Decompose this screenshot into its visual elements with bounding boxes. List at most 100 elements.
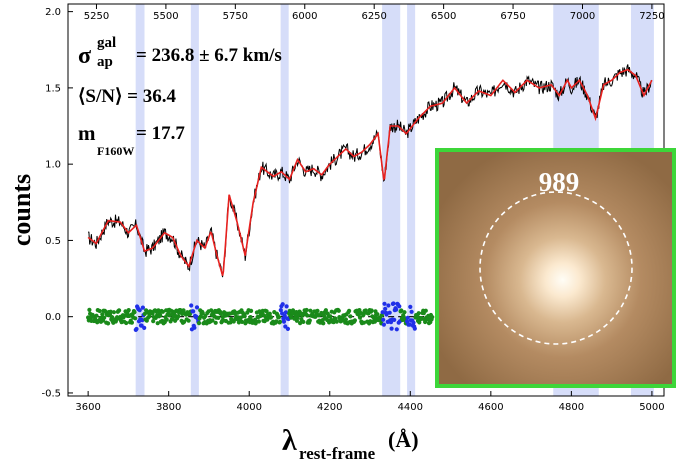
masked-residual-point — [380, 310, 385, 315]
x-tick-label: 4000 — [236, 402, 261, 413]
masked-residual-point — [389, 326, 394, 331]
residual-point — [150, 311, 155, 316]
residual-point — [249, 308, 254, 313]
residual-point — [242, 314, 247, 319]
residual-point — [117, 308, 122, 313]
top-tick-label: 6000 — [292, 11, 317, 22]
residual-point — [155, 321, 160, 326]
masked-residual-point — [285, 326, 290, 331]
top-tick-label: 6750 — [500, 11, 525, 22]
residual-point — [334, 319, 339, 324]
x-tick-label: 4600 — [478, 402, 503, 413]
residual-point — [213, 320, 218, 325]
residual-point — [265, 317, 270, 322]
residual-point — [274, 319, 279, 324]
inset-border — [435, 148, 676, 388]
residual-point — [87, 307, 92, 312]
top-tick-label: 5250 — [84, 11, 109, 22]
residual-point — [200, 311, 205, 316]
aperture-circle — [479, 191, 633, 345]
x-tick-label: 4400 — [398, 402, 423, 413]
residual-point — [94, 313, 99, 318]
residual-point — [289, 315, 294, 320]
masked-residual-point — [142, 325, 147, 330]
masked-residual-point — [405, 315, 410, 320]
residual-point — [361, 320, 366, 325]
magnitude-symbol: m — [78, 121, 96, 145]
residual-point — [102, 315, 107, 320]
galaxy-id-label: 989 — [539, 167, 580, 197]
residual-point — [357, 315, 363, 320]
x-axis-subscript: rest-frame — [299, 444, 376, 463]
masked-residual-point — [407, 322, 412, 327]
residual-point — [308, 308, 313, 313]
x-tick-label: 5000 — [639, 402, 664, 413]
masked-residual-point — [192, 325, 197, 330]
residual-point — [133, 316, 138, 321]
residual-point — [97, 308, 102, 314]
masked-residual-point — [280, 302, 285, 307]
residual-point — [375, 312, 380, 317]
sigma-value: = 236.8 ± 6.7 km/s — [136, 45, 282, 66]
x-axis-symbol: λ — [282, 424, 297, 457]
residual-point — [156, 308, 161, 313]
masked-residual-point — [408, 304, 413, 309]
residual-point — [269, 315, 274, 320]
masked-band — [280, 4, 289, 396]
masked-residual-point — [137, 308, 142, 313]
residual-point — [369, 308, 374, 313]
masked-residual-point — [140, 318, 145, 323]
x-tick-label: 3600 — [75, 402, 100, 413]
signal-to-noise-annotation: ⟨S/N⟩ = 36.4 — [78, 86, 176, 107]
residual-point — [402, 310, 407, 315]
top-tick-label: 7250 — [639, 11, 664, 22]
galaxy-image-inset: 989 — [435, 148, 676, 388]
residual-point — [126, 308, 131, 313]
masked-residual-point — [394, 327, 399, 332]
residual-point — [164, 317, 169, 322]
residual-point — [348, 314, 353, 319]
masked-residual-point — [284, 304, 289, 309]
residual-point — [416, 311, 421, 316]
masked-residual-point — [383, 306, 388, 311]
residual-point — [399, 308, 404, 313]
masked-residual-point — [140, 305, 145, 310]
masked-residual-point — [397, 304, 402, 309]
residual-point — [158, 313, 163, 318]
residual-point — [301, 319, 306, 324]
masked-band — [407, 4, 416, 396]
residual-point — [290, 308, 296, 313]
residual-point — [423, 319, 428, 325]
residual-point — [278, 319, 283, 324]
axis-ticks: 3600 3800 4000 4200 4400 4600 4800 5000 -0.5 0.0 0… — [41, 4, 665, 413]
top-tick-label: 5750 — [223, 11, 248, 22]
residual-point — [307, 318, 312, 323]
masked-residual-point — [387, 310, 392, 315]
top-tick-label: 7000 — [570, 11, 595, 22]
y-axis-label: counts — [7, 174, 36, 246]
residual-point — [108, 309, 113, 314]
residual-point — [304, 307, 309, 313]
residual-points — [86, 301, 435, 332]
residual-point — [111, 310, 116, 315]
masked-band — [382, 4, 401, 396]
masked-band — [135, 4, 145, 396]
masked-residual-point — [194, 305, 200, 310]
residual-point — [181, 308, 186, 313]
masked-residual-point — [191, 309, 196, 314]
residual-point — [100, 312, 105, 317]
residual-point — [248, 315, 253, 320]
residual-point — [321, 321, 326, 326]
masked-residual-point — [189, 303, 194, 308]
residual-point — [147, 314, 152, 319]
top-tick-label: 6250 — [361, 11, 386, 22]
top-tick-label: 6500 — [431, 11, 456, 22]
residual-point — [203, 313, 208, 319]
residual-point — [160, 309, 165, 314]
magnitude-value: = 17.7 — [136, 123, 185, 144]
residual-point — [305, 313, 310, 318]
residual-point — [328, 314, 333, 319]
residual-point — [216, 315, 221, 320]
residual-point — [372, 319, 377, 324]
